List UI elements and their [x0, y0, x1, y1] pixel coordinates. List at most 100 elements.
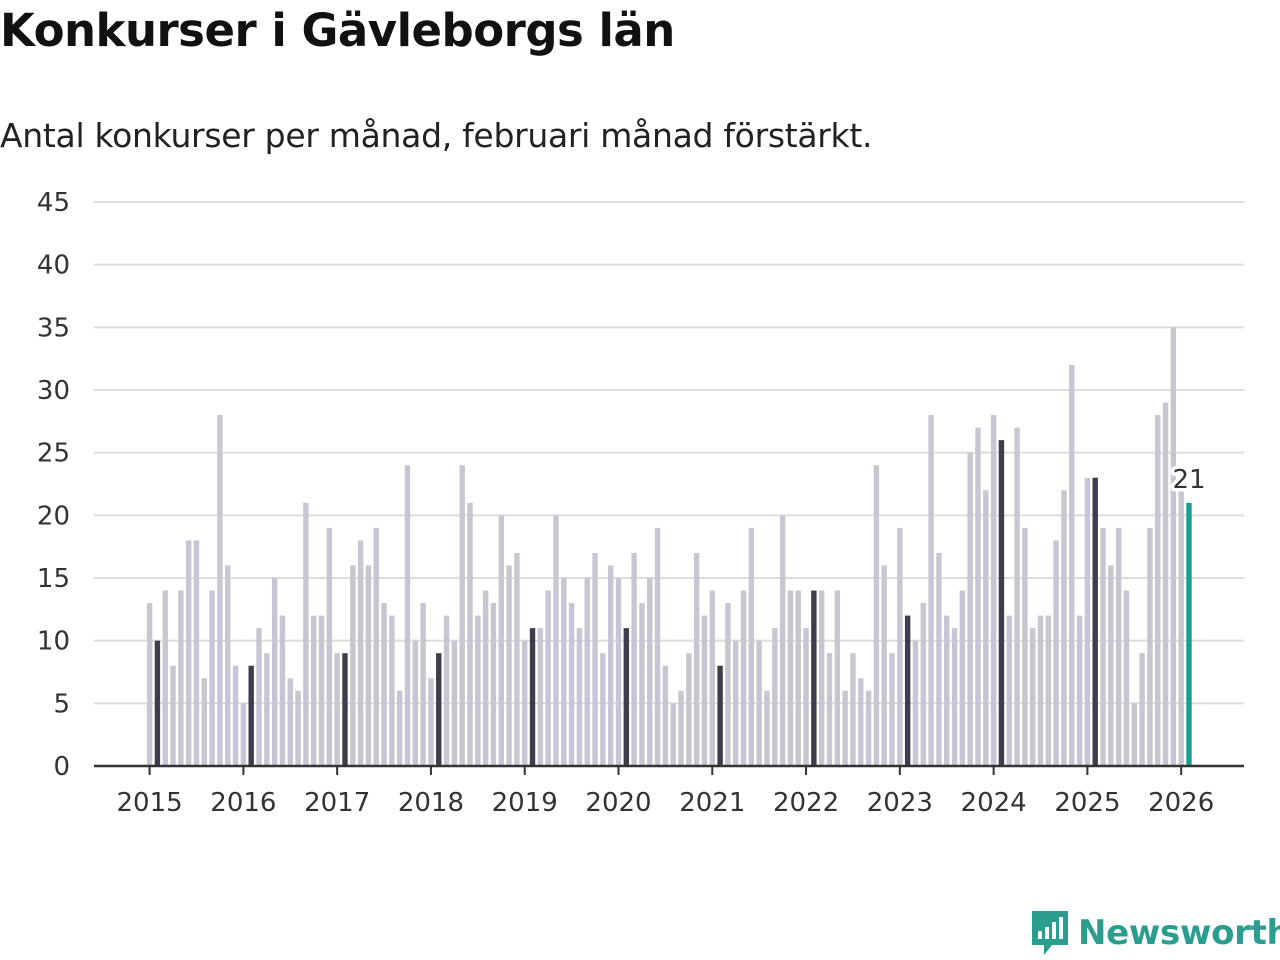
- bar: [443, 615, 450, 766]
- bar: [725, 603, 731, 766]
- bar: [1155, 415, 1161, 766]
- bar: [975, 427, 981, 766]
- bar: [209, 590, 215, 766]
- bar: [639, 603, 645, 766]
- bar-february: [154, 640, 161, 766]
- bar: [1147, 527, 1153, 766]
- bar: [373, 527, 379, 766]
- x-tick-label: 2020: [585, 788, 651, 818]
- bar: [256, 628, 262, 766]
- bar: [647, 578, 653, 766]
- x-tick-label: 2015: [117, 788, 183, 818]
- bar: [264, 653, 270, 766]
- bar: [889, 653, 895, 766]
- y-axis: 0 5 10 15 20 25 30 35 40 45: [37, 188, 70, 782]
- y-tick-label: 40: [37, 251, 70, 281]
- bar: [1014, 427, 1020, 766]
- newsworthy-logo[interactable]: Newsworthy: [1030, 908, 1280, 958]
- bar: [1170, 327, 1177, 766]
- bar: [1108, 565, 1114, 766]
- bar: [803, 628, 809, 766]
- bar: [701, 615, 708, 766]
- bar: [404, 465, 411, 766]
- bar-february: [436, 653, 442, 766]
- bar: [795, 590, 801, 766]
- y-tick-label: 20: [37, 501, 70, 531]
- x-tick-label: 2022: [773, 788, 839, 818]
- bar: [607, 565, 614, 766]
- bar: [787, 590, 794, 766]
- bar: [1178, 490, 1184, 766]
- bar: [967, 452, 973, 766]
- bar: [678, 690, 684, 766]
- bar: [232, 665, 239, 766]
- y-tick-label: 10: [37, 627, 70, 657]
- bar: [514, 552, 520, 766]
- x-tick-label: 2019: [492, 788, 558, 818]
- x-tick-label: 2024: [961, 788, 1027, 818]
- bar: [357, 540, 364, 766]
- bar: [279, 615, 286, 766]
- bar: [662, 665, 669, 766]
- bar: [951, 628, 958, 766]
- bar: [201, 678, 208, 766]
- bar: [545, 590, 551, 766]
- bar: [1100, 527, 1106, 766]
- bar: [936, 552, 942, 766]
- bar: [920, 603, 926, 766]
- x-tick-label: 2026: [1148, 788, 1214, 818]
- bar: [764, 690, 770, 766]
- bar: [428, 678, 434, 766]
- bar: [389, 615, 395, 766]
- bar: [1029, 628, 1036, 766]
- bar: [1115, 527, 1122, 766]
- bar: [615, 578, 622, 766]
- bar: [1061, 490, 1067, 766]
- bar: [350, 565, 356, 766]
- bar: [217, 415, 223, 766]
- bar: [1139, 653, 1145, 766]
- bar: [584, 578, 590, 766]
- bar-february: [1092, 477, 1098, 766]
- bar: [983, 490, 989, 766]
- bar-february: [717, 665, 723, 766]
- x-tick-label: 2017: [304, 788, 370, 818]
- bar: [834, 590, 841, 766]
- y-tick-label: 5: [53, 689, 70, 719]
- bar: [1006, 615, 1012, 766]
- bar: [225, 565, 231, 766]
- bar-february: [529, 628, 536, 766]
- bar: [990, 415, 997, 766]
- bar: [396, 690, 403, 766]
- bar: [818, 590, 825, 766]
- chart-subtitle: Antal konkurser per månad, februari måna…: [0, 116, 873, 155]
- bar: [467, 502, 473, 766]
- bar: [1123, 590, 1130, 766]
- x-tick-label: 2023: [867, 788, 933, 818]
- bar: [295, 690, 301, 766]
- bar: [686, 653, 692, 766]
- bar: [185, 540, 192, 766]
- bar: [1037, 615, 1044, 766]
- bar: [451, 640, 458, 766]
- bar: [420, 603, 426, 766]
- bar: [271, 578, 278, 766]
- bar: [709, 590, 715, 766]
- bar: [326, 527, 333, 766]
- brand-name: Newsworthy: [1078, 913, 1280, 953]
- annotations: 21: [1169, 461, 1209, 498]
- bar: [365, 565, 372, 766]
- y-tick-label: 35: [37, 313, 70, 343]
- bar: [873, 465, 880, 766]
- bar: [959, 590, 966, 766]
- bar: [311, 615, 317, 766]
- bar-february: [811, 590, 817, 766]
- bar-february: [998, 440, 1005, 766]
- newsworthy-logo-icon: [1032, 911, 1068, 955]
- bar: [568, 603, 575, 766]
- bar: [842, 690, 848, 766]
- y-tick-label: 15: [37, 564, 70, 594]
- bar: [779, 515, 786, 766]
- bar: [772, 628, 778, 766]
- gridlines: [94, 201, 1244, 705]
